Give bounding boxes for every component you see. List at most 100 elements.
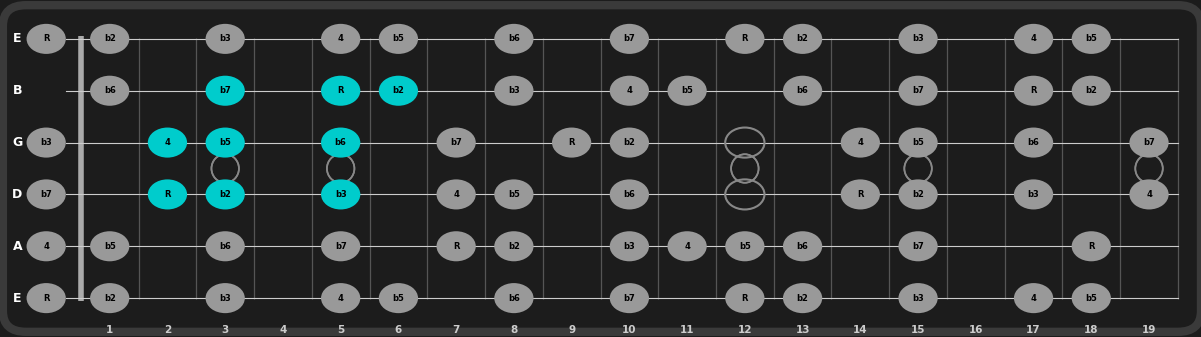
Ellipse shape — [1071, 283, 1111, 313]
Text: 4: 4 — [685, 242, 691, 251]
Text: b2: b2 — [103, 34, 115, 43]
Text: 4: 4 — [337, 34, 343, 43]
Text: R: R — [741, 34, 748, 43]
Ellipse shape — [321, 76, 360, 106]
Ellipse shape — [378, 24, 418, 54]
Text: b3: b3 — [508, 86, 520, 95]
Text: b2: b2 — [508, 242, 520, 251]
Text: R: R — [1030, 86, 1036, 95]
Text: R: R — [568, 138, 575, 147]
Text: b2: b2 — [393, 86, 405, 95]
Ellipse shape — [610, 24, 649, 54]
Ellipse shape — [1071, 231, 1111, 261]
Text: 16: 16 — [968, 325, 984, 335]
Text: 4: 4 — [337, 294, 343, 303]
Ellipse shape — [1071, 24, 1111, 54]
Ellipse shape — [610, 76, 649, 106]
Ellipse shape — [26, 24, 66, 54]
Text: 5: 5 — [337, 325, 345, 335]
Text: b5: b5 — [739, 242, 751, 251]
Text: b2: b2 — [623, 138, 635, 147]
Ellipse shape — [898, 76, 938, 106]
Text: 19: 19 — [1142, 325, 1157, 335]
Text: 18: 18 — [1085, 325, 1099, 335]
Text: b2: b2 — [796, 34, 808, 43]
Text: b5: b5 — [220, 138, 231, 147]
Ellipse shape — [1014, 127, 1053, 158]
Text: R: R — [1088, 242, 1094, 251]
Ellipse shape — [1014, 283, 1053, 313]
Ellipse shape — [725, 231, 765, 261]
Text: b3: b3 — [220, 34, 231, 43]
Text: b2: b2 — [1086, 86, 1098, 95]
Text: b2: b2 — [912, 190, 924, 199]
Ellipse shape — [26, 179, 66, 210]
Ellipse shape — [321, 179, 360, 210]
Text: 10: 10 — [622, 325, 637, 335]
Ellipse shape — [436, 231, 476, 261]
Text: b2: b2 — [103, 294, 115, 303]
Text: R: R — [43, 294, 49, 303]
Ellipse shape — [783, 24, 823, 54]
Text: b7: b7 — [913, 242, 924, 251]
Text: R: R — [858, 190, 864, 199]
Text: 4: 4 — [627, 86, 632, 95]
Text: 7: 7 — [453, 325, 460, 335]
Text: b3: b3 — [623, 242, 635, 251]
Text: 2: 2 — [163, 325, 171, 335]
Ellipse shape — [610, 231, 649, 261]
Text: b6: b6 — [796, 86, 808, 95]
Ellipse shape — [1014, 76, 1053, 106]
Text: b5: b5 — [508, 190, 520, 199]
Ellipse shape — [898, 24, 938, 54]
Text: b7: b7 — [450, 138, 462, 147]
Ellipse shape — [725, 283, 765, 313]
Ellipse shape — [610, 127, 649, 158]
Text: b7: b7 — [1143, 138, 1155, 147]
Ellipse shape — [90, 76, 130, 106]
Text: 3: 3 — [221, 325, 229, 335]
Text: D: D — [12, 188, 23, 201]
Text: b5: b5 — [1086, 34, 1098, 43]
Text: b7: b7 — [220, 86, 231, 95]
Ellipse shape — [148, 179, 187, 210]
Ellipse shape — [26, 127, 66, 158]
Ellipse shape — [1129, 179, 1169, 210]
Ellipse shape — [436, 127, 476, 158]
Ellipse shape — [783, 283, 823, 313]
Text: E: E — [13, 292, 22, 305]
Ellipse shape — [148, 127, 187, 158]
Text: 8: 8 — [510, 325, 518, 335]
Ellipse shape — [205, 283, 245, 313]
Text: b5: b5 — [103, 242, 115, 251]
Text: 13: 13 — [795, 325, 809, 335]
Text: 4: 4 — [1030, 34, 1036, 43]
Text: B: B — [12, 84, 22, 97]
Text: R: R — [337, 86, 343, 95]
Ellipse shape — [552, 127, 591, 158]
Ellipse shape — [841, 179, 880, 210]
Ellipse shape — [205, 24, 245, 54]
Text: b6: b6 — [103, 86, 115, 95]
Ellipse shape — [436, 179, 476, 210]
Text: E: E — [13, 32, 22, 45]
Ellipse shape — [725, 24, 765, 54]
Ellipse shape — [26, 231, 66, 261]
Text: 4: 4 — [43, 242, 49, 251]
Text: b3: b3 — [220, 294, 231, 303]
Text: 4: 4 — [1030, 294, 1036, 303]
Text: R: R — [165, 190, 171, 199]
Ellipse shape — [1071, 76, 1111, 106]
Ellipse shape — [205, 76, 245, 106]
Text: b5: b5 — [1086, 294, 1098, 303]
Ellipse shape — [668, 76, 706, 106]
Text: b7: b7 — [913, 86, 924, 95]
Ellipse shape — [90, 24, 130, 54]
Text: b3: b3 — [913, 34, 924, 43]
Text: 6: 6 — [395, 325, 402, 335]
Text: 4: 4 — [280, 325, 287, 335]
Text: b5: b5 — [393, 294, 405, 303]
Text: b7: b7 — [335, 242, 347, 251]
Text: 14: 14 — [853, 325, 867, 335]
Ellipse shape — [898, 127, 938, 158]
